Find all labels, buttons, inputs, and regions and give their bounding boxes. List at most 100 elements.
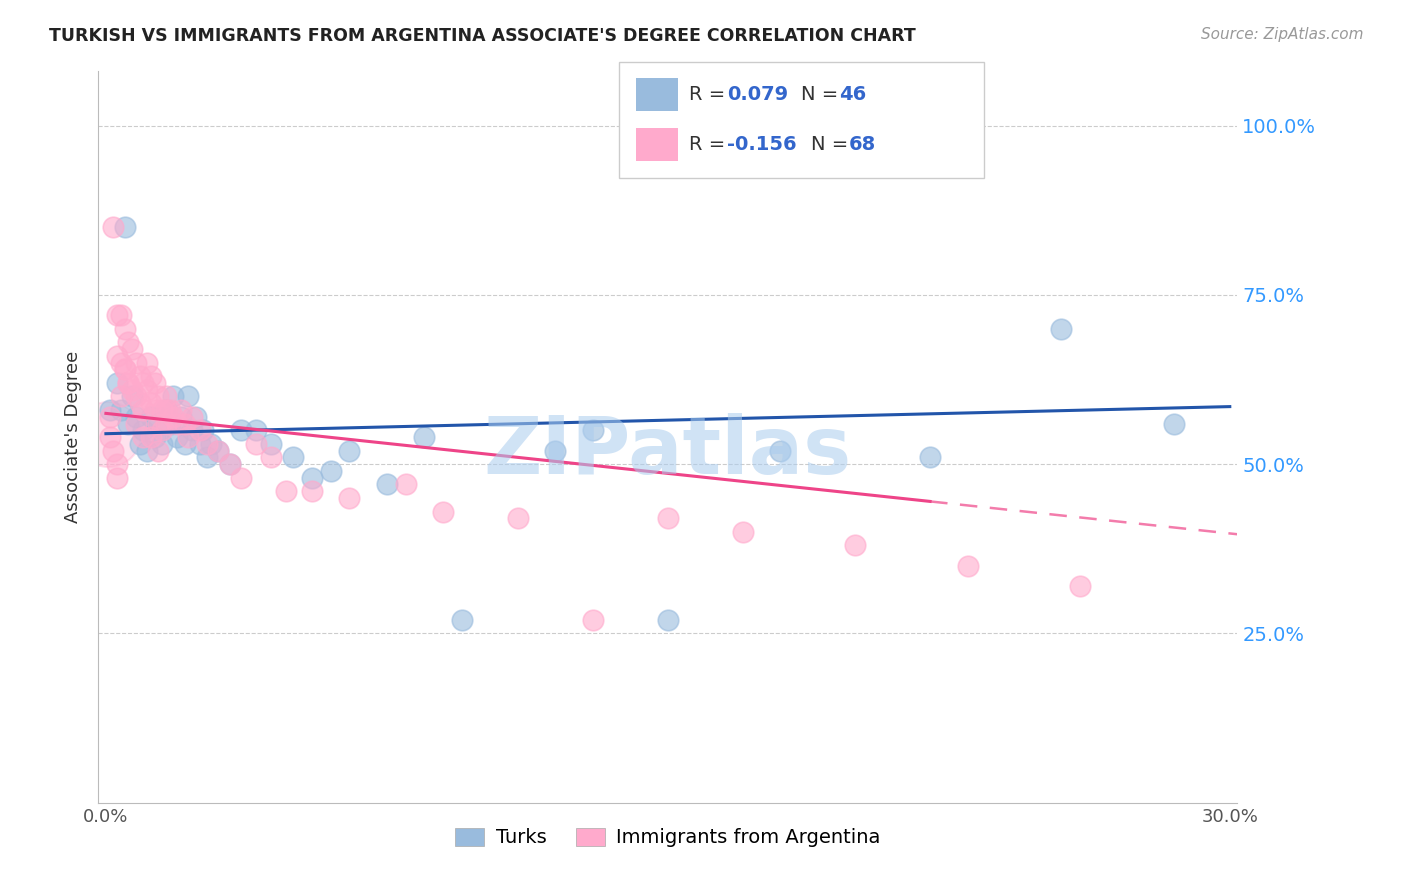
Point (162, 409, 184, 424)
Point (125, 409, 148, 424)
Point (97, 426, 120, 441)
Point (218, 457, 240, 471)
Point (184, 409, 207, 424)
Point (114, 362, 136, 376)
Point (188, 423, 211, 437)
Text: R =: R = (689, 85, 731, 104)
Point (110, 389, 132, 403)
Point (657, 511, 679, 525)
Point (207, 443, 229, 458)
Point (170, 409, 193, 424)
Point (128, 396, 150, 410)
Point (105, 349, 128, 363)
Point (260, 450, 283, 465)
Point (769, 443, 792, 458)
Point (105, 457, 128, 471)
Point (193, 423, 215, 437)
Point (218, 457, 240, 471)
Point (150, 423, 173, 437)
Point (148, 443, 170, 458)
Point (274, 484, 297, 499)
Point (506, 511, 529, 525)
Point (177, 430, 200, 444)
Text: 68: 68 (849, 135, 876, 154)
Point (110, 308, 132, 322)
Point (98, 403, 121, 417)
Point (260, 437, 283, 451)
Text: ZIPatlas: ZIPatlas (484, 413, 852, 491)
Point (103, 443, 125, 458)
Point (159, 403, 181, 417)
Point (544, 443, 567, 458)
Point (117, 376, 139, 390)
Point (148, 417, 170, 431)
Point (170, 403, 193, 417)
Point (132, 376, 155, 390)
Point (245, 423, 267, 437)
Point (143, 376, 166, 390)
Point (229, 423, 252, 437)
Point (128, 369, 150, 384)
Text: N =: N = (801, 85, 845, 104)
Point (103, 220, 125, 235)
Point (125, 389, 148, 403)
Point (121, 389, 143, 403)
Point (114, 362, 136, 376)
Point (195, 450, 218, 465)
Point (283, 450, 305, 465)
Point (155, 389, 177, 403)
Point (200, 437, 222, 451)
Point (173, 417, 195, 431)
Text: N =: N = (811, 135, 855, 154)
Point (394, 477, 416, 491)
Point (132, 403, 155, 417)
Point (139, 396, 162, 410)
Point (121, 342, 143, 356)
Point (195, 437, 218, 451)
Point (139, 369, 162, 384)
Point (136, 383, 159, 397)
Point (114, 322, 136, 336)
Point (339, 443, 361, 458)
Point (920, 450, 942, 465)
Point (301, 471, 323, 485)
Point (188, 437, 211, 451)
Point (582, 423, 605, 437)
Point (956, 558, 979, 573)
Point (143, 430, 166, 444)
Legend: Turks, Immigrants from Argentina: Turks, Immigrants from Argentina (447, 821, 889, 855)
Point (148, 417, 170, 431)
Point (582, 613, 605, 627)
Point (125, 355, 148, 369)
Point (339, 491, 361, 505)
Point (143, 403, 166, 417)
Point (117, 335, 139, 350)
Point (1050, 322, 1073, 336)
Text: 0.079: 0.079 (727, 85, 787, 104)
Point (155, 417, 177, 431)
Point (125, 417, 148, 431)
Point (114, 220, 136, 235)
Point (136, 443, 159, 458)
Point (155, 403, 177, 417)
Point (432, 505, 454, 519)
Text: R =: R = (689, 135, 731, 154)
Y-axis label: Associate's Degree: Associate's Degree (65, 351, 83, 524)
Point (177, 389, 200, 403)
Text: Source: ZipAtlas.com: Source: ZipAtlas.com (1201, 27, 1364, 42)
Point (128, 437, 150, 451)
Text: TURKISH VS IMMIGRANTS FROM ARGENTINA ASSOCIATE'S DEGREE CORRELATION CHART: TURKISH VS IMMIGRANTS FROM ARGENTINA ASS… (49, 27, 915, 45)
Point (98, 430, 121, 444)
Point (319, 464, 342, 478)
Point (413, 430, 436, 444)
Point (121, 383, 143, 397)
Point (844, 538, 866, 552)
Point (162, 389, 184, 403)
Point (450, 613, 472, 627)
Point (657, 613, 679, 627)
Point (148, 389, 170, 403)
Point (98, 409, 121, 424)
Point (229, 471, 252, 485)
Point (139, 409, 162, 424)
Point (139, 430, 162, 444)
